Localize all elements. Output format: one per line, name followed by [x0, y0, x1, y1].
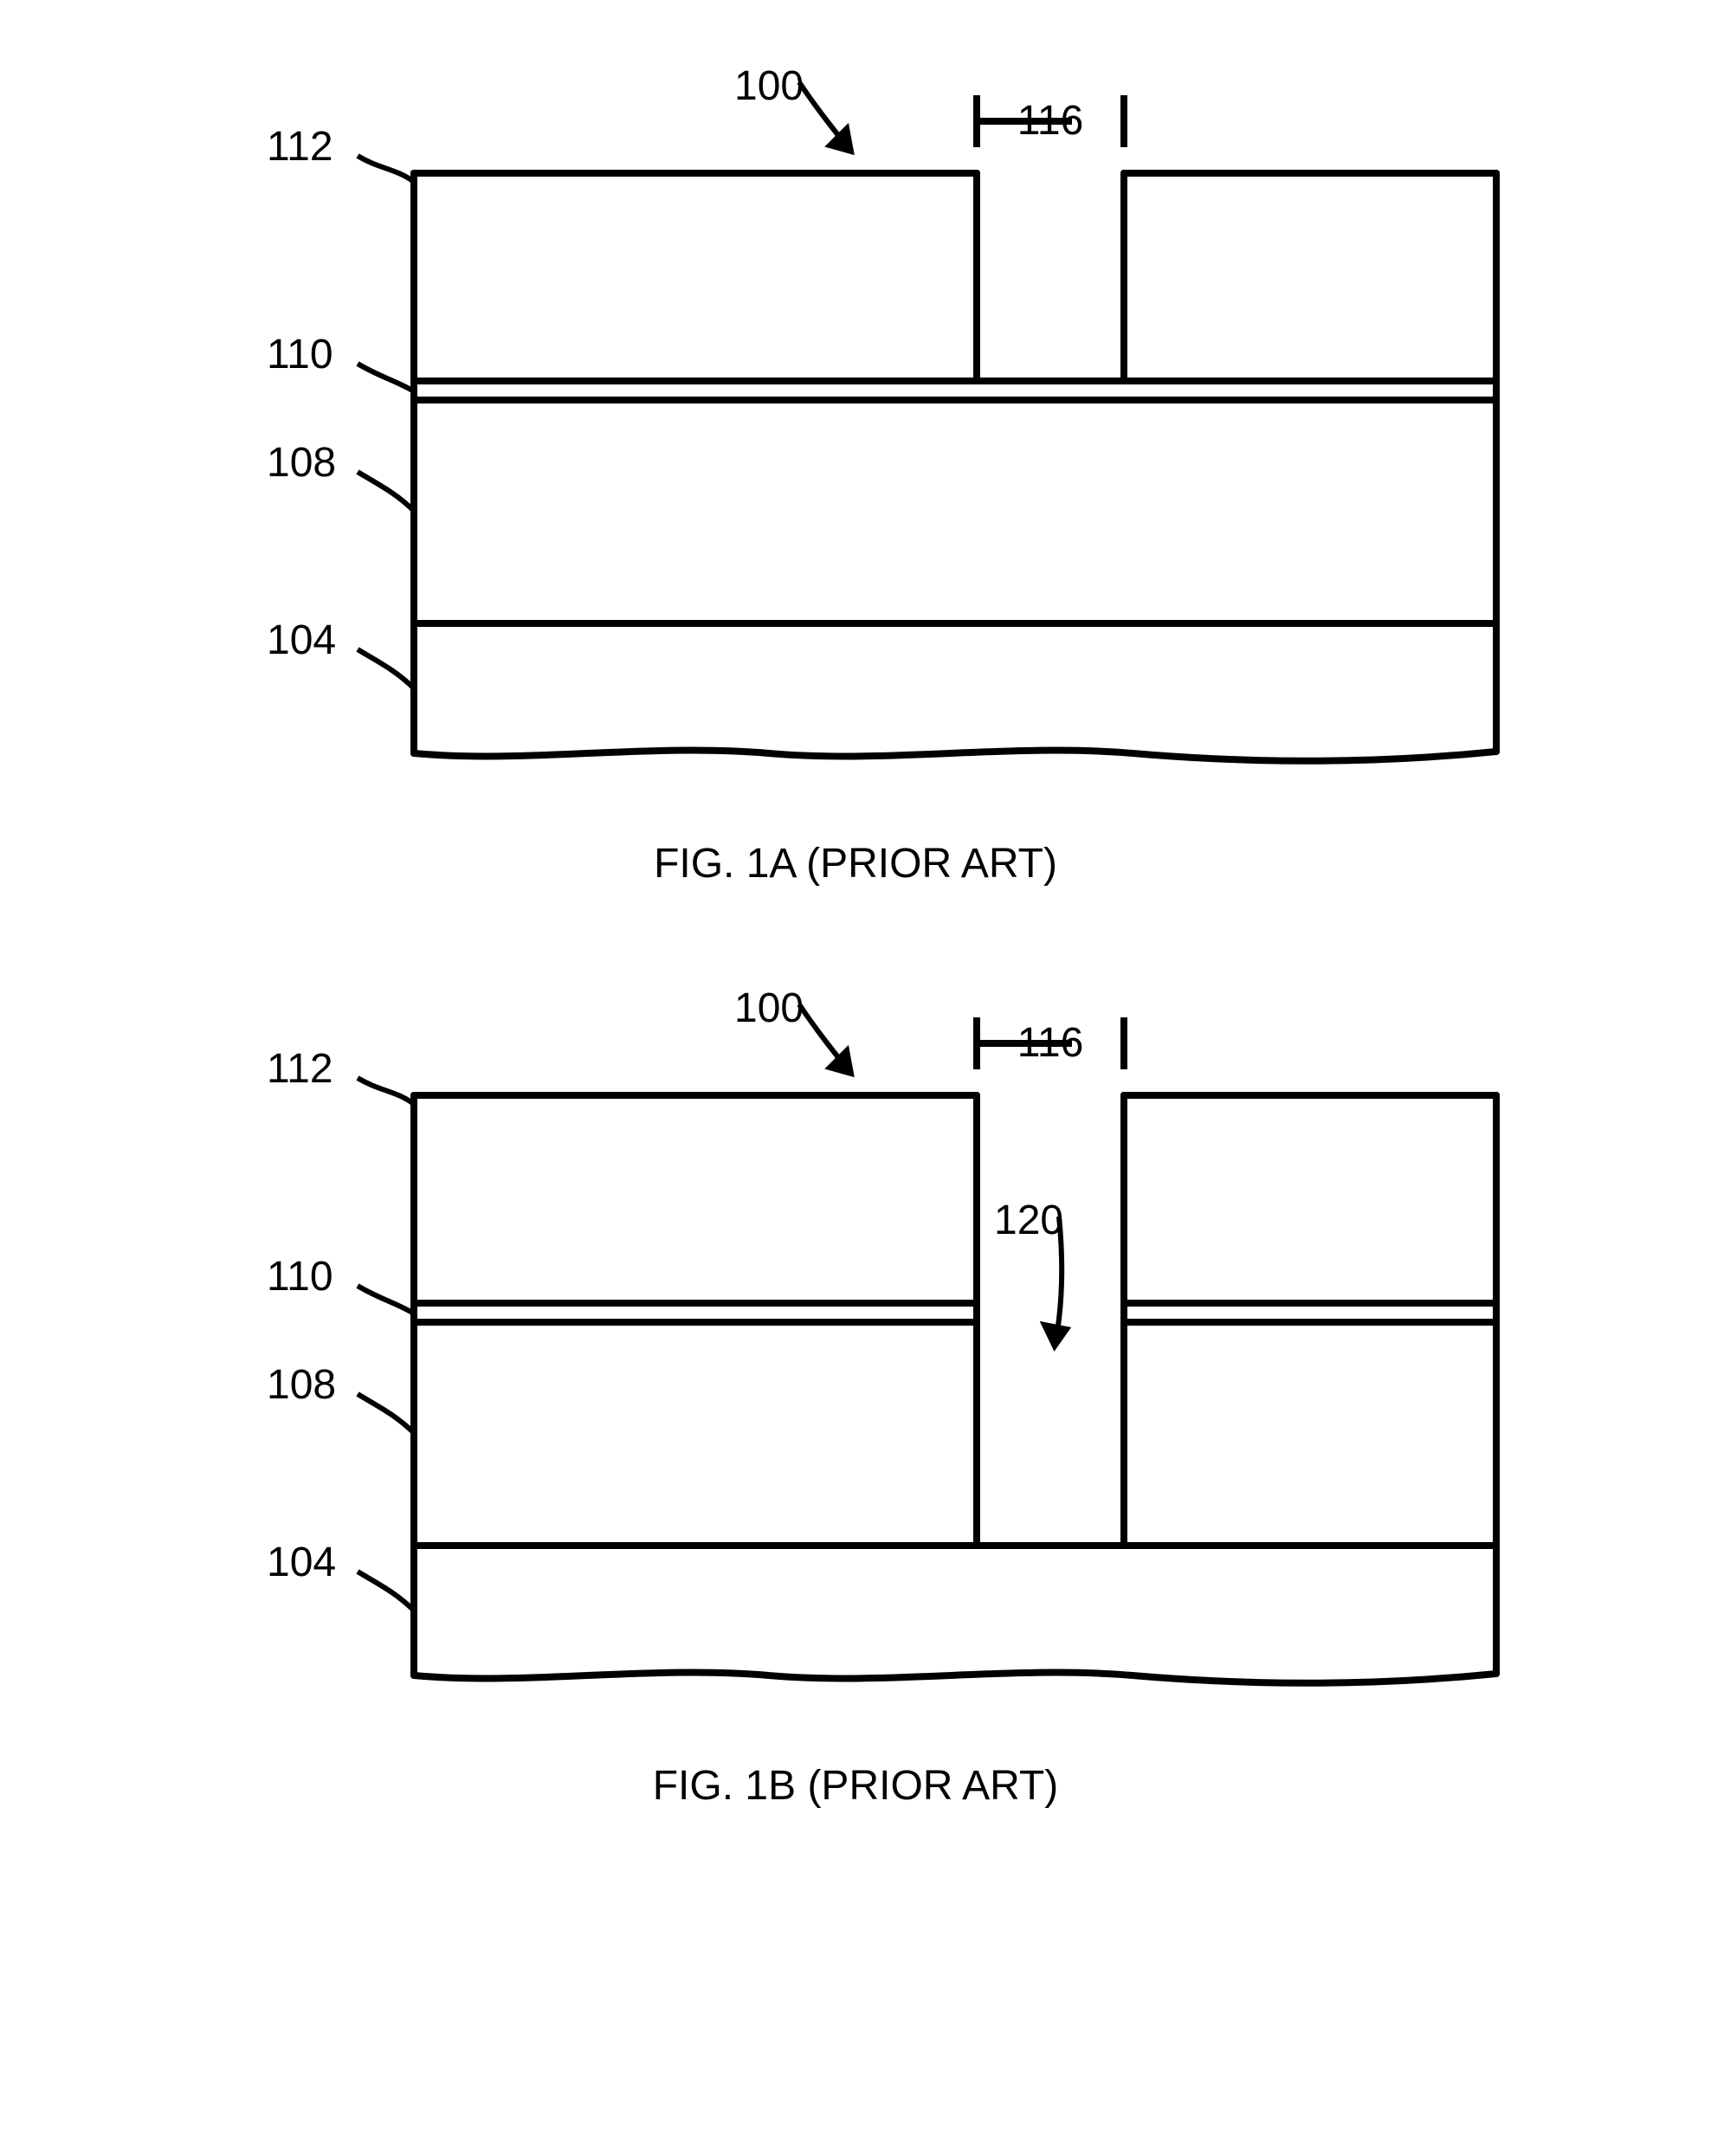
label-110: 110 — [267, 332, 333, 378]
label-100: 100 — [734, 63, 804, 109]
figure-1a: 116 100 112 110 108 104 FIG. 1A (PRIOR A… — [163, 35, 1548, 888]
label-120: 120 — [994, 1197, 1063, 1243]
figure-1a-caption: FIG. 1A (PRIOR ART) — [654, 840, 1057, 888]
label-112: 112 — [267, 1046, 333, 1092]
figure-1b: 116 100 120 112 110 108 104 FIG. 1B (PRI… — [163, 957, 1548, 1810]
label-100: 100 — [734, 985, 804, 1031]
label-108: 108 — [267, 1362, 336, 1408]
label-108: 108 — [267, 440, 336, 486]
label-112: 112 — [267, 124, 333, 170]
figure-1b-caption: FIG. 1B (PRIOR ART) — [653, 1762, 1059, 1810]
label-104: 104 — [267, 1540, 336, 1585]
figure-1b-svg: 116 100 120 112 110 108 104 — [163, 957, 1548, 1736]
label-116: 116 — [1017, 98, 1084, 144]
label-110: 110 — [267, 1254, 333, 1300]
label-104: 104 — [267, 617, 336, 663]
figure-1a-svg: 116 100 112 110 108 104 — [163, 35, 1548, 814]
label-116: 116 — [1017, 1020, 1084, 1066]
